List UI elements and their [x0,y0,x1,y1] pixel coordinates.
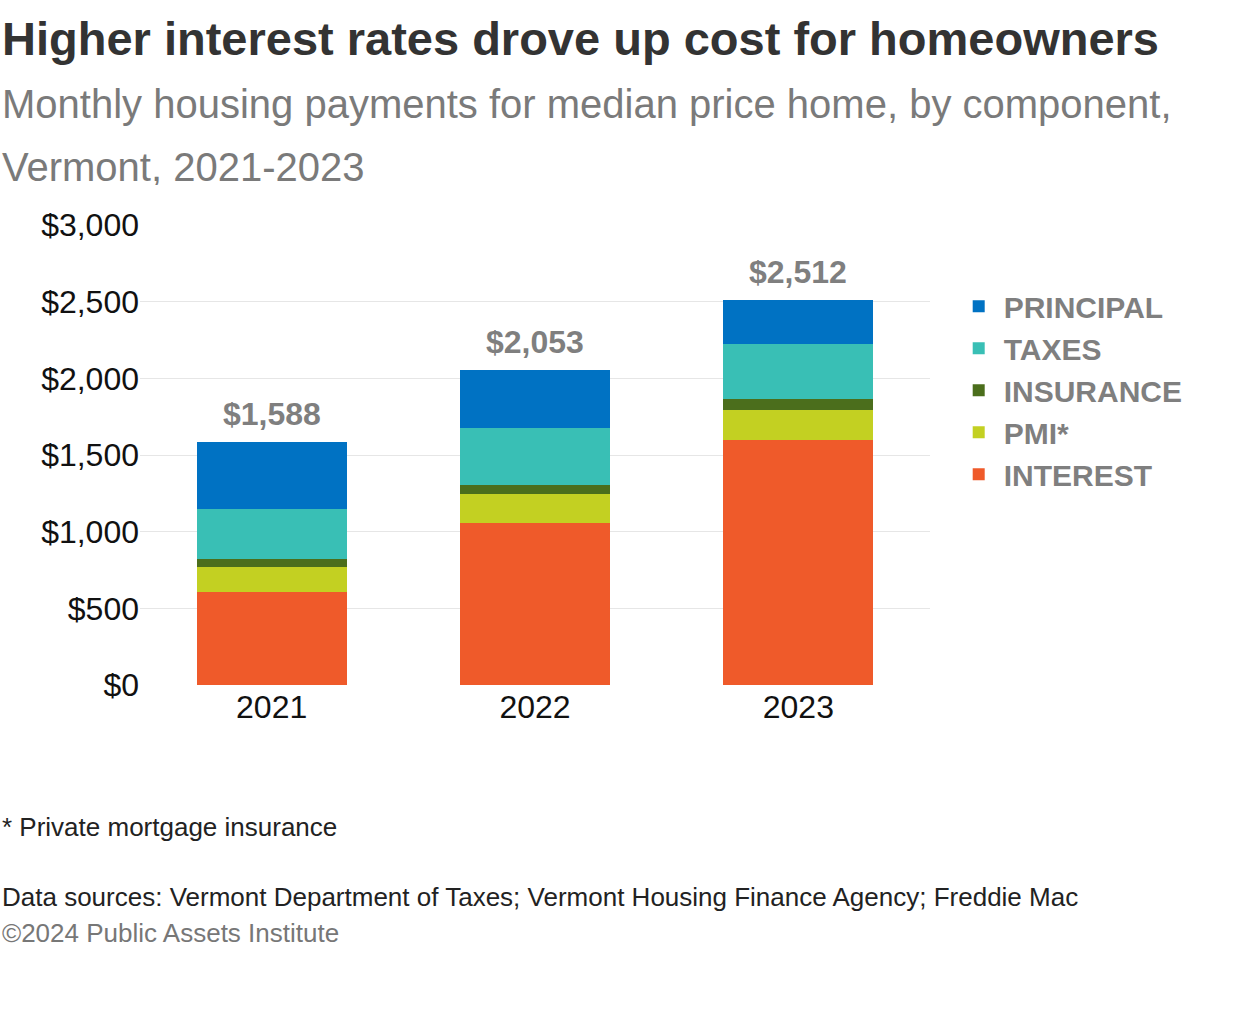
svg-text:INSURANCE: INSURANCE [1004,375,1182,408]
svg-text:PMI*: PMI* [1004,417,1069,450]
svg-text:$2,000: $2,000 [41,361,139,397]
svg-text:$0: $0 [103,667,139,703]
svg-text:TAXES: TAXES [1004,333,1102,366]
svg-text:2021: 2021 [236,689,307,725]
svg-text:$2,500: $2,500 [41,284,139,320]
html-text:©2024 Public Assets Institute: ©2024 Public Assets Institute [2,918,340,948]
svg-text:$3,000: $3,000 [41,207,139,243]
svg-text:$500: $500 [68,591,139,627]
svg-text:2023: 2023 [763,689,834,725]
svg-text:$2,053: $2,053 [486,324,584,360]
svg-text:$1,588: $1,588 [223,396,321,432]
svg-text:2022: 2022 [499,689,570,725]
html-text:Higher interest rates drove up: Higher interest rates drove up cost for … [2,12,1159,65]
svg-text:$1,500: $1,500 [41,437,139,473]
html-text:Data sources: Vermont Departme: Data sources: Vermont Department of Taxe… [2,882,1079,912]
svg-text:PRINCIPAL: PRINCIPAL [1004,291,1163,324]
svg-text:$1,000: $1,000 [41,514,139,550]
svg-text:$2,512: $2,512 [749,254,847,290]
svg-text:INTEREST: INTEREST [1004,459,1152,492]
html-text:Monthly housing payments for m: Monthly housing payments for median pric… [2,82,1172,189]
html-text:* Private mortgage insurance: * Private mortgage insurance [2,812,338,842]
